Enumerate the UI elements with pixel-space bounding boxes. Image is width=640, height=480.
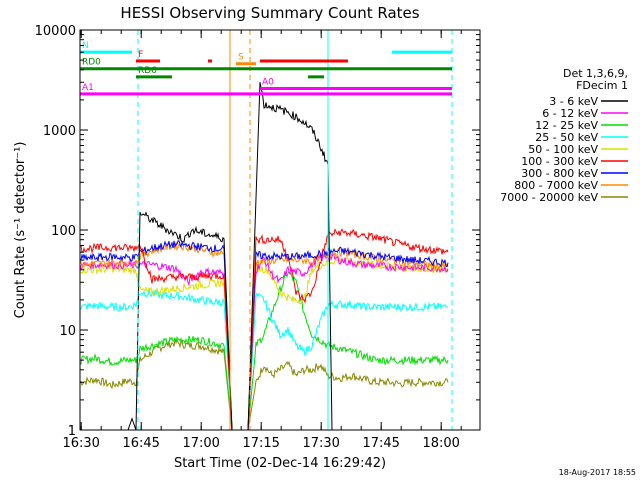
x-tick-label: 17:15	[242, 436, 279, 451]
legend-label: 100 - 300 keV	[521, 155, 598, 168]
flag-label: F	[138, 50, 143, 60]
legend-label: 7000 - 20000 keV	[500, 191, 598, 204]
flag-label: RD0	[82, 58, 101, 68]
y-tick-label: 100	[51, 224, 76, 239]
legend-label: 300 - 800 keV	[521, 167, 598, 180]
x-tick-label: 17:45	[362, 436, 399, 451]
legend-label: 800 - 7000 keV	[514, 179, 598, 192]
chart-title: HESSI Observing Summary Count Rates	[120, 4, 419, 22]
series-line	[80, 252, 449, 430]
y-axis-label: Count Rate (s⁻¹ detector⁻¹)	[13, 142, 28, 319]
legend-label: 12 - 25 keV	[535, 119, 598, 132]
x-tick-label: 18:00	[422, 436, 459, 451]
legend-label: 6 - 12 keV	[542, 107, 598, 120]
flag-label: RD6	[138, 66, 157, 76]
legend-label: 50 - 100 keV	[528, 143, 598, 156]
y-tick-label: 1	[68, 424, 76, 439]
legend-label: 3 - 6 keV	[549, 95, 598, 108]
y-tick-label: 10000	[35, 24, 76, 39]
y-tick-label: 10	[59, 324, 76, 339]
y-tick-label: 1000	[43, 124, 76, 139]
x-tick-label: 17:30	[302, 436, 339, 451]
flag-label: N	[82, 41, 89, 51]
plot-area: N S F RD0 RD6 A0 A1	[80, 30, 453, 430]
flag-label: A1	[82, 83, 94, 93]
y-axis: 1 10 100 1000 10000	[35, 24, 480, 439]
series-line	[80, 256, 449, 430]
series-line	[80, 241, 449, 430]
series-line	[80, 289, 449, 430]
x-tick-label: 17:00	[182, 436, 219, 451]
series-line	[80, 82, 448, 430]
x-axis-label: Start Time (02-Dec-14 16:29:42)	[174, 456, 386, 471]
legend-header: FDecim 1	[576, 79, 628, 92]
series-line	[80, 240, 449, 430]
series-line	[80, 270, 449, 430]
x-tick-label: 16:30	[62, 436, 99, 451]
legend-label: 25 - 50 keV	[535, 131, 598, 144]
series-line	[80, 228, 449, 430]
flag-label: A0	[262, 78, 274, 88]
x-tick-label: 16:45	[122, 436, 159, 451]
footer-date: 18-Aug-2017 18:55	[559, 468, 636, 477]
flag-label: S	[238, 53, 244, 63]
legend-header: Det 1,3,6,9,	[563, 67, 628, 80]
series-line	[80, 338, 449, 430]
x-axis: 16:30 16:45 17:00 17:15 17:30 17:45 18:00	[62, 30, 462, 451]
